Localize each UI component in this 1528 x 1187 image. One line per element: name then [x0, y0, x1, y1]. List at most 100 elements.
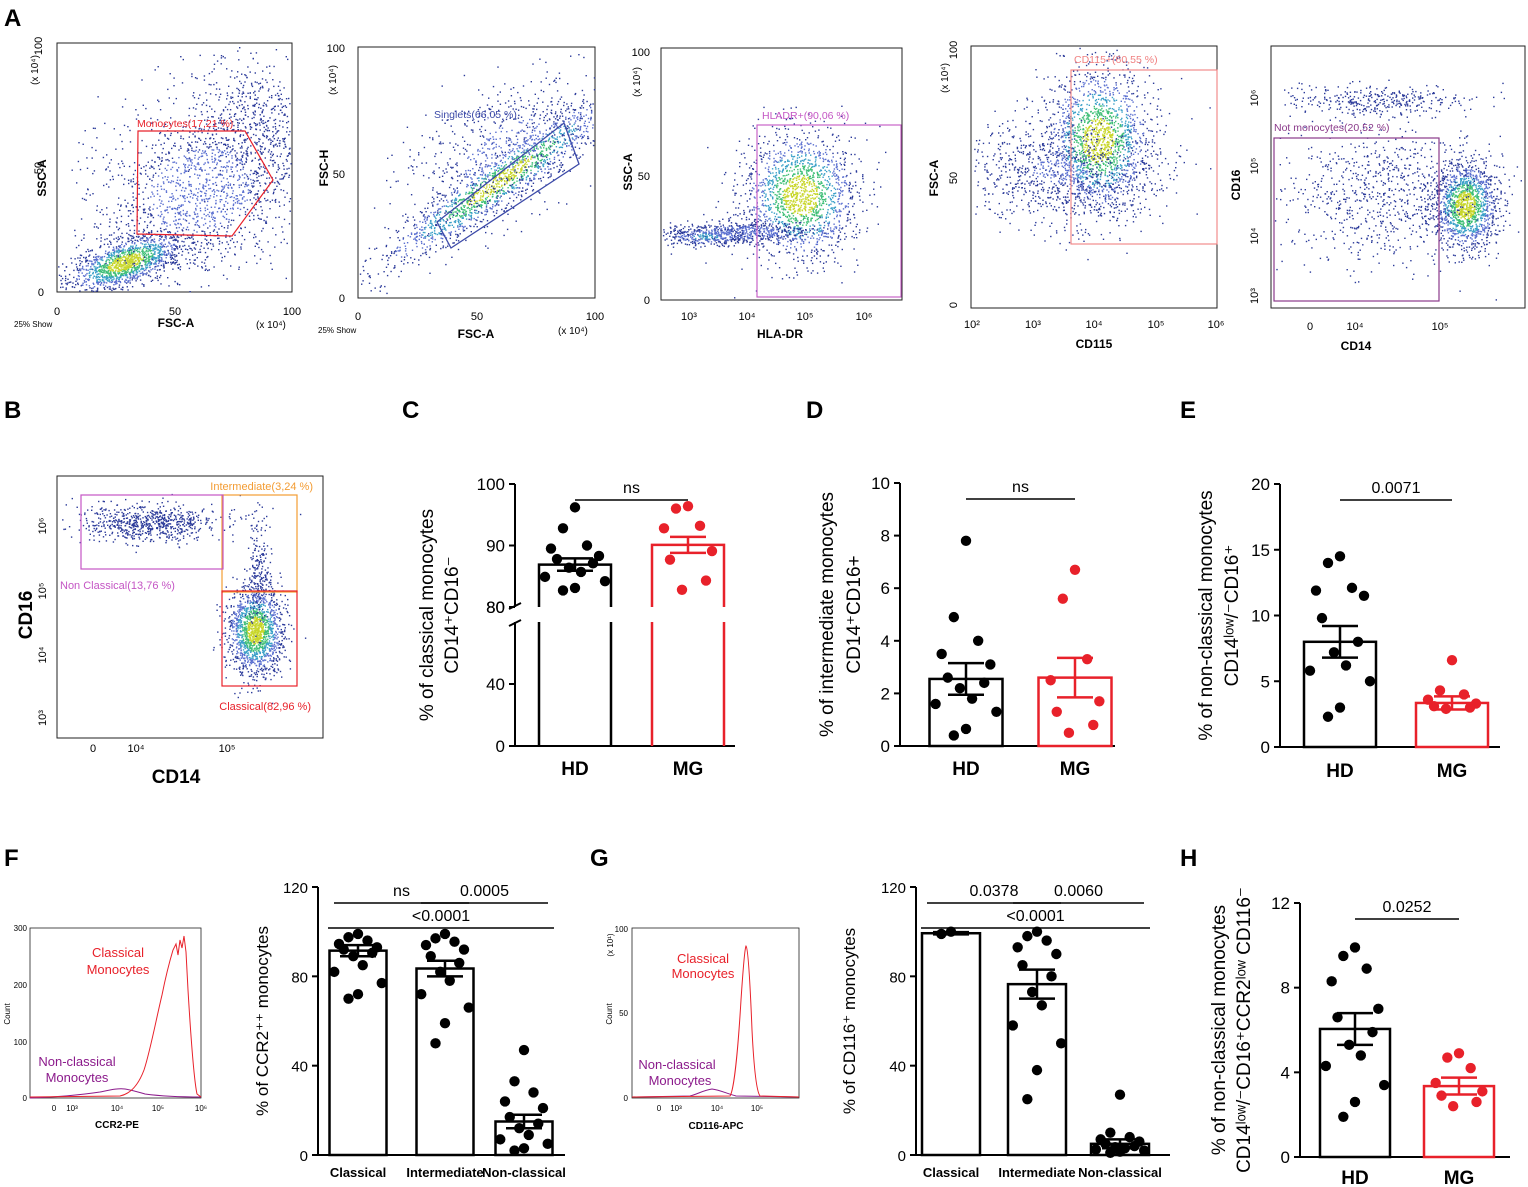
- y-axis-label: % of non-classical monocytes: [1209, 905, 1230, 1155]
- x-tick-0: 0: [657, 1104, 662, 1113]
- data-point: [1012, 942, 1023, 953]
- y-unit: (x 10⁴): [328, 65, 339, 95]
- data-point: [449, 936, 460, 947]
- y-tick-1e3: 10³: [37, 710, 49, 726]
- data-point: [948, 730, 960, 741]
- gate-label-singlets: Singlets(66,05 %): [434, 109, 517, 121]
- data-point: [1051, 706, 1062, 718]
- data-point: [430, 1038, 441, 1049]
- category-label-hd: HD: [952, 759, 979, 780]
- data-point: [362, 935, 373, 946]
- histogram-classical-curve: [29, 935, 202, 1098]
- y-tick-100: 100: [632, 47, 650, 59]
- y-axis-label: % of CCR2⁺⁺ monocytes: [253, 926, 272, 1116]
- y-tick-label: 40: [291, 1059, 308, 1076]
- data-point: [343, 932, 354, 943]
- y-tick-label: 12: [1271, 894, 1290, 913]
- y-tick-label: 0: [1281, 1148, 1290, 1167]
- y-tick-label: 40: [486, 675, 505, 694]
- histogram-cd116: Classical Monocytes Non-classical Monocy…: [605, 925, 800, 1132]
- data-point: [1442, 1052, 1453, 1063]
- y-tick-50: 50: [333, 169, 345, 181]
- category-label-hd: HD: [1341, 1168, 1368, 1187]
- y-tick-50: 50: [619, 1009, 628, 1018]
- gate-hladr: [756, 124, 902, 298]
- data-point: [1446, 655, 1458, 666]
- data-point: [1026, 986, 1038, 998]
- axis-label-x: CD116-APC: [688, 1121, 743, 1132]
- x-tick-1e3: 10³: [1025, 319, 1041, 331]
- data-point: [1320, 1060, 1332, 1072]
- y-tick-label: 40: [889, 1059, 906, 1076]
- data-point: [1373, 1003, 1384, 1015]
- gate-classical: [221, 590, 298, 687]
- comparison-label: ns: [623, 480, 640, 497]
- data-point: [444, 975, 455, 986]
- data-point: [1436, 1090, 1447, 1101]
- y-tick-100: 100: [14, 1038, 28, 1047]
- data-point: [435, 966, 446, 978]
- data-point: [936, 648, 947, 660]
- gate-label-classical: Classical(82,96 %): [219, 701, 311, 713]
- x-tick-1e4: 10⁴: [739, 311, 756, 323]
- data-point: [528, 1087, 539, 1098]
- data-point: [343, 993, 354, 1004]
- hist-label-classical-2: Monocytes: [672, 966, 735, 981]
- comparison-label: 0.0071: [1372, 480, 1421, 497]
- data-point: [694, 520, 706, 532]
- y-tick-label: 8: [881, 527, 890, 546]
- data-point: [545, 543, 557, 554]
- comparison-label: 0.0378: [970, 883, 1019, 900]
- data-point: [439, 1018, 451, 1029]
- flow-density-dots: [359, 54, 596, 295]
- data-point: [1031, 926, 1043, 937]
- category-label-intermediate: Intermediate: [998, 1165, 1075, 1180]
- data-point: [1114, 1089, 1126, 1100]
- data-point: [1094, 696, 1105, 707]
- y-tick-label: 90: [486, 537, 505, 556]
- data-point: [1036, 1000, 1048, 1011]
- flow-density-dots: [974, 47, 1212, 261]
- data-point: [420, 939, 432, 951]
- data-point: [942, 672, 953, 683]
- data-point: [514, 1123, 525, 1134]
- y-tick-label: 0: [1261, 738, 1270, 757]
- data-point: [960, 535, 972, 547]
- data-point: [1338, 1111, 1349, 1122]
- data-point: [518, 1044, 530, 1056]
- y-tick-100: 100: [948, 41, 960, 59]
- data-point: [599, 575, 611, 587]
- bar-chart-intermediate: 0 2 4 6 8 10 % of intermediate monocytes CD14⁺C…: [817, 474, 1115, 780]
- data-point: [352, 928, 364, 940]
- y-tick-label: 80: [486, 598, 505, 617]
- axis-label-y: FSC-A: [927, 159, 941, 196]
- gate-monocytes: [136, 130, 274, 237]
- data-point: [1069, 564, 1081, 575]
- x-tick-1e4: 10⁴: [1347, 321, 1364, 333]
- data-point: [425, 951, 436, 962]
- comparison-label: 0.0005: [460, 883, 509, 900]
- histogram-classical-curve: [631, 945, 800, 1098]
- data-point: [537, 1102, 549, 1114]
- data-point: [1361, 963, 1372, 974]
- flow-density-dots: [62, 493, 307, 705]
- data-point: [463, 1002, 474, 1013]
- y-tick-label: 80: [889, 969, 906, 986]
- data-point: [430, 933, 441, 944]
- y-tick-1e4: 10⁴: [37, 646, 49, 663]
- x-tick-1e4: 10⁴: [128, 743, 145, 755]
- data-point: [1434, 685, 1446, 696]
- x-tick-1e3: 10³: [670, 1104, 682, 1113]
- y-tick-1e6: 10⁶: [1249, 90, 1261, 107]
- data-point: [1343, 1039, 1355, 1051]
- axis-label-x: CD14: [1341, 339, 1372, 353]
- y-axis-label: % of CD116⁺ monocytes: [840, 928, 859, 1114]
- data-point: [581, 540, 593, 551]
- data-point: [1349, 1096, 1361, 1108]
- y-tick-1e4: 10⁴: [1249, 227, 1261, 244]
- data-point: [575, 566, 587, 578]
- y-tick-label: 0: [300, 1148, 308, 1165]
- data-point: [1045, 675, 1056, 686]
- category-label-hd: HD: [561, 759, 588, 780]
- data-point: [1334, 702, 1346, 713]
